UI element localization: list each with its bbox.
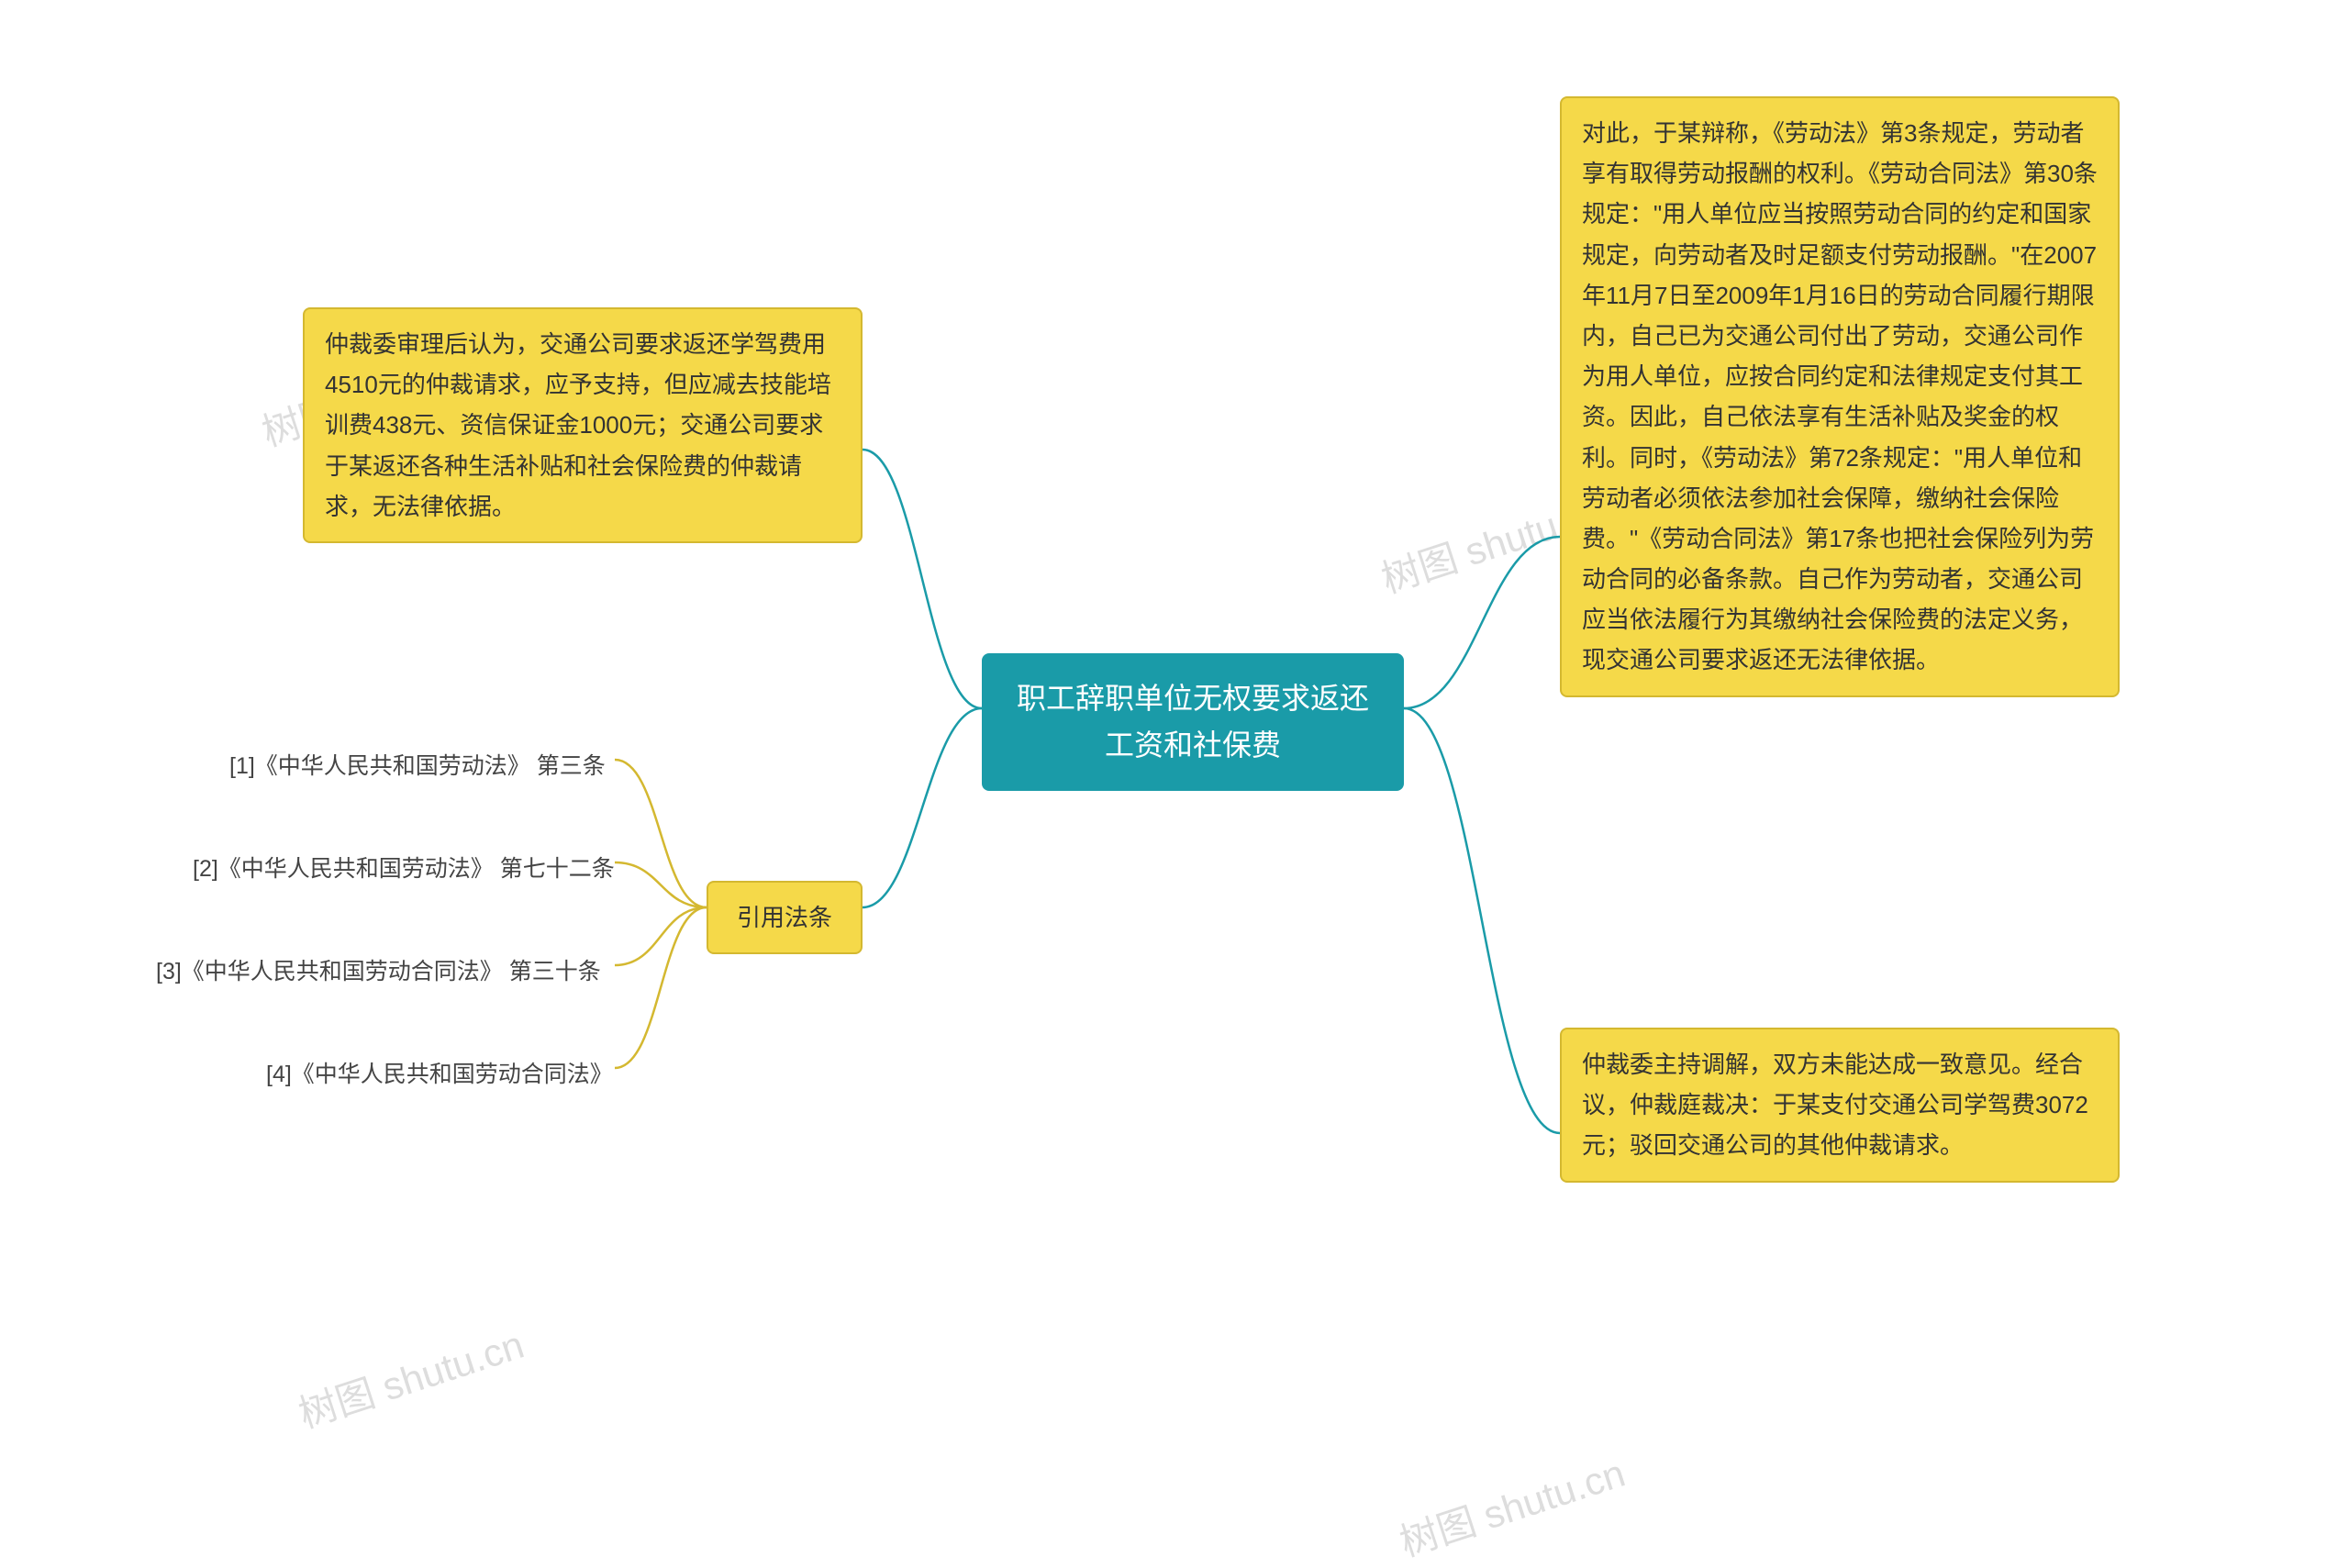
node-defense-text: 对此，于某辩称，《劳动法》第3条规定，劳动者享有取得劳动报酬的权利。《劳动合同法… bbox=[1582, 119, 2098, 673]
leaf-law-2-text: [2]《中华人民共和国劳动法》 第七十二条 bbox=[193, 856, 615, 882]
leaf-law-4-text: [4]《中华人民共和国劳动合同法》 bbox=[266, 1062, 613, 1087]
leaf-law-2[interactable]: [2]《中华人民共和国劳动法》 第七十二条 bbox=[184, 844, 624, 895]
center-node[interactable]: 职工辞职单位无权要求返还工资和社保费 bbox=[982, 653, 1404, 791]
node-defense[interactable]: 对此，于某辩称，《劳动法》第3条规定，劳动者享有取得劳动报酬的权利。《劳动合同法… bbox=[1560, 96, 2120, 697]
node-arbitration-text: 仲裁委审理后认为，交通公司要求返还学驾费用4510元的仲裁请求，应予支持，但应减… bbox=[325, 330, 831, 520]
leaf-law-1[interactable]: [1]《中华人民共和国劳动法》 第三条 bbox=[220, 741, 615, 792]
node-cited-laws[interactable]: 引用法条 bbox=[707, 881, 863, 954]
node-ruling-text: 仲裁委主持调解，双方未能达成一致意见。经合议，仲裁庭裁决：于某支付交通公司学驾费… bbox=[1582, 1051, 2088, 1159]
watermark: 树图 shutu.cn bbox=[291, 1314, 530, 1440]
node-arbitration-finding[interactable]: 仲裁委审理后认为，交通公司要求返还学驾费用4510元的仲裁请求，应予支持，但应减… bbox=[303, 307, 863, 543]
center-node-text: 职工辞职单位无权要求返还工资和社保费 bbox=[1017, 682, 1369, 762]
node-cited-laws-label: 引用法条 bbox=[737, 904, 832, 931]
leaf-law-3[interactable]: [3]《中华人民共和国劳动合同法》 第三十条 bbox=[147, 947, 610, 997]
leaf-law-3-text: [3]《中华人民共和国劳动合同法》 第三十条 bbox=[156, 959, 601, 984]
node-ruling[interactable]: 仲裁委主持调解，双方未能达成一致意见。经合议，仲裁庭裁决：于某支付交通公司学驾费… bbox=[1560, 1028, 2120, 1183]
leaf-law-4[interactable]: [4]《中华人民共和国劳动合同法》 bbox=[257, 1050, 622, 1100]
watermark: 树图 shutu.cn bbox=[1392, 1442, 1631, 1568]
leaf-law-1-text: [1]《中华人民共和国劳动法》 第三条 bbox=[229, 753, 606, 779]
